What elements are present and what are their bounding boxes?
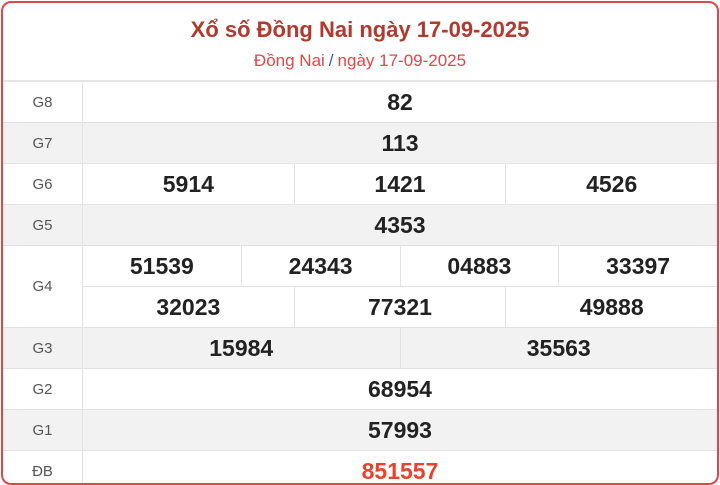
prize-label: G8 [3,82,83,122]
prize-values: 68954 [83,369,717,409]
prize-row-db: ĐB 851557 [3,451,717,484]
prize-table: G8 82 G7 113 G6 5914 1421 4526 G5 4353 G4 51539 2434… [3,82,717,484]
prize-number: 51539 [129,252,194,279]
prize-line: 113 [83,123,717,163]
prize-number: 35563 [399,328,718,368]
prize-label: G4 [3,246,83,327]
breadcrumb-province[interactable]: Đồng Nai [253,51,325,70]
breadcrumb-date[interactable]: ngày 17-09-2025 [337,51,467,70]
prize-row-g2: G2 68954 [3,369,717,410]
page-title: Xổ số Đồng Nai ngày 17-09-2025 [190,17,530,42]
prize-line: 32023 77321 49888 [83,286,717,327]
prize-number: 1421 [293,164,506,204]
prize-label: G2 [3,369,83,409]
breadcrumb: Đồng Nai / ngày 17-09-2025 [3,51,717,71]
prize-values: 4353 [83,205,717,245]
prize-number: 57993 [368,416,432,443]
prize-values: 82 [83,82,717,122]
prize-number: 82 [387,88,413,115]
prize-line: 82 [83,82,717,122]
prize-values: 113 [83,123,717,163]
prize-number: 77321 [293,287,506,327]
prize-row-g6: G6 5914 1421 4526 [3,164,717,205]
prize-line: 851557 [83,451,717,484]
prize-line: 57993 [83,410,717,450]
prize-label: G7 [3,123,83,163]
prize-label: G3 [3,328,83,368]
prize-number: 49888 [505,287,717,327]
prize-number: 113 [381,129,419,156]
prize-line: 4353 [83,205,717,245]
prize-label: G6 [3,164,83,204]
prize-number: 15984 [209,334,274,361]
prize-values: 51539 24343 04883 33397 32023 77321 49888 [83,246,717,327]
prize-row-g1: G1 57993 [3,410,717,451]
prize-line: 15984 35563 [83,328,717,368]
prize-line: 5914 1421 4526 [83,164,717,204]
prize-values: 15984 35563 [83,328,717,368]
prize-line: 51539 24343 04883 33397 [83,246,717,286]
prize-number: 33397 [558,246,717,286]
prize-values: 57993 [83,410,717,450]
prize-row-g3: G3 15984 35563 [3,328,717,369]
prize-row-g8: G8 82 [3,82,717,123]
prize-number: 68954 [368,375,432,402]
prize-row-g7: G7 113 [3,123,717,164]
prize-label: G1 [3,410,83,450]
prize-number: 5914 [162,170,214,197]
prize-number: 4526 [505,164,717,204]
prize-row-g5: G5 4353 [3,205,717,246]
results-header: Xổ số Đồng Nai ngày 17-09-2025 Đồng Nai /… [3,3,717,82]
breadcrumb-separator: / [328,51,334,70]
prize-values: 5914 1421 4526 [83,164,717,204]
prize-number: 4353 [374,211,426,238]
prize-number: 04883 [399,246,559,286]
special-prize-number: 851557 [361,457,439,484]
prize-number: 32023 [156,293,221,320]
prize-line: 68954 [83,369,717,409]
prize-number: 24343 [240,246,400,286]
prize-values: 851557 [83,451,717,484]
prize-row-g4: G4 51539 24343 04883 33397 32023 77321 49888 [3,246,717,328]
prize-label: G5 [3,205,83,245]
prize-label: ĐB [3,451,83,483]
